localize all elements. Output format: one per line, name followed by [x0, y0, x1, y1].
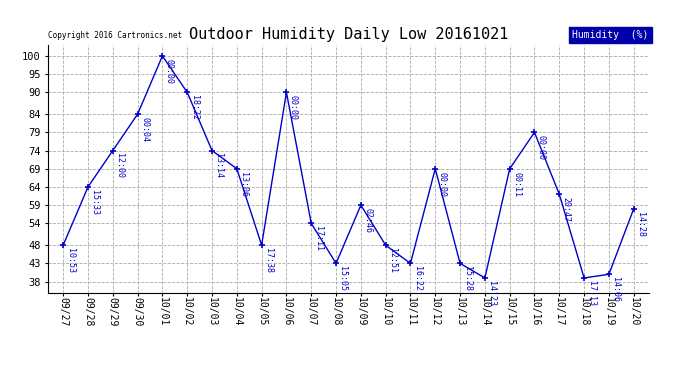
Text: 15:28: 15:28 [462, 266, 471, 291]
Text: 10:53: 10:53 [66, 248, 75, 273]
Text: 16:22: 16:22 [413, 266, 422, 291]
Text: 20:47: 20:47 [562, 197, 571, 222]
Text: 15:05: 15:05 [339, 266, 348, 291]
Text: 00:11: 00:11 [512, 171, 521, 196]
Text: 17:38: 17:38 [264, 248, 273, 273]
Text: 12:00: 12:00 [115, 153, 124, 178]
Text: 00:00: 00:00 [165, 59, 174, 84]
Text: 18:22: 18:22 [190, 95, 199, 120]
Text: 00:00: 00:00 [289, 95, 298, 120]
Text: 00:00: 00:00 [537, 135, 546, 160]
Text: 15:33: 15:33 [90, 190, 99, 215]
Text: 14:23: 14:23 [487, 281, 496, 306]
Text: 13:14: 13:14 [215, 153, 224, 178]
Text: 02:46: 02:46 [364, 208, 373, 233]
Text: 17:13: 17:13 [586, 281, 595, 306]
Text: 14:06: 14:06 [611, 277, 620, 302]
Text: 00:00: 00:00 [437, 171, 446, 196]
Title: Outdoor Humidity Daily Low 20161021: Outdoor Humidity Daily Low 20161021 [189, 27, 508, 42]
Text: Copyright 2016 Cartronics.net: Copyright 2016 Cartronics.net [48, 31, 182, 40]
Text: 17:11: 17:11 [314, 226, 323, 251]
Text: 12:51: 12:51 [388, 248, 397, 273]
Text: 00:04: 00:04 [140, 117, 149, 142]
Text: 14:28: 14:28 [636, 211, 645, 237]
Text: 13:06: 13:06 [239, 171, 248, 196]
Text: Humidity  (%): Humidity (%) [572, 30, 649, 40]
